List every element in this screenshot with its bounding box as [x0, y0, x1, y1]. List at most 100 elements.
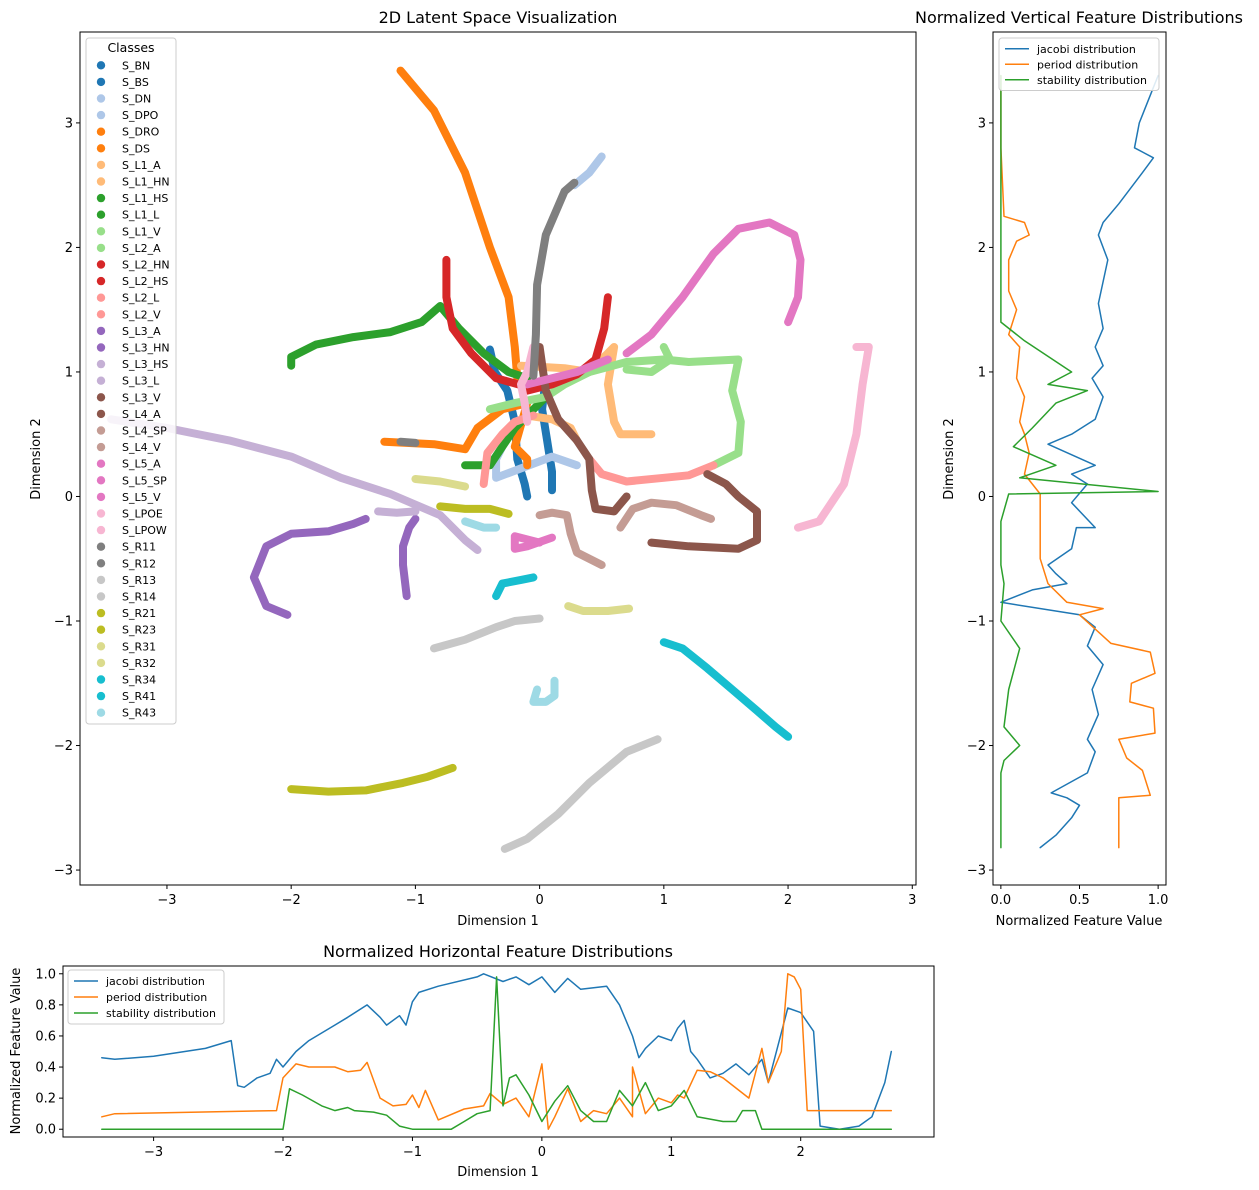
x-tick-label: 1 [667, 1145, 675, 1160]
legend-label-s-l1-v: S_L1_V [122, 225, 161, 238]
x-tick-label: 3 [908, 893, 916, 908]
legend-label-s-l5-sp: S_L5_SP [122, 474, 167, 487]
horizontal-chart-title: Normalized Horizontal Feature Distributi… [323, 942, 673, 961]
y-tick-label: −2 [54, 739, 73, 754]
series-stability-distribution [101, 976, 893, 1130]
legend-marker [96, 691, 106, 701]
legend-marker [96, 658, 106, 668]
series-s-l3-l [374, 507, 420, 517]
legend-marker [96, 559, 106, 568]
legend-label-jacobi-distribution: jacobi distribution [1036, 43, 1136, 56]
vertical-chart-title: Normalized Vertical Feature Distribution… [915, 8, 1243, 27]
series-period-distribution [101, 973, 893, 1130]
main-y-axis-label: Dimension 2 [29, 418, 44, 500]
x-tick-label: 1.0 [1148, 893, 1169, 908]
series-s-l2-l [585, 455, 718, 486]
y-tick-label: −1 [54, 615, 73, 630]
legend-marker [96, 525, 106, 535]
legend-label-s-l2-l: S_L2_L [122, 292, 160, 305]
legend-label-period-distribution: period distribution [1037, 58, 1138, 71]
x-tick-label: 2 [784, 893, 792, 908]
legend-label-s-l1-l: S_L1_L [122, 209, 160, 222]
series-s-l5-v [510, 532, 556, 553]
legend-label-s-r34: S_R34 [122, 674, 156, 687]
horizontal-distribution-panel: −3 −2 −1 0 1 2 0.0 0.2 0.4 0.6 0.8 1.0 Normalized H… [9, 942, 935, 1180]
series-s-l1-hs [287, 302, 532, 383]
vertical-x-axis-label: Normalized Feature Value [996, 914, 1163, 929]
y-tick-label: 0.8 [35, 998, 56, 1013]
legend-marker [96, 227, 106, 236]
legend-label-s-l3-hs: S_L3_HS [122, 358, 168, 371]
legend-marker [96, 193, 106, 203]
legend-label-s-l5-v: S_L5_V [122, 491, 161, 504]
series-s-lpow [517, 343, 538, 426]
legend-marker [96, 708, 106, 717]
legend-label-s-l3-hn: S_L3_HN [122, 342, 170, 355]
legend-label-s-dpo: S_DPO [122, 109, 159, 122]
series-s-l3-hn [399, 514, 420, 601]
horizontal-plot-frame [62, 965, 935, 1138]
legend-marker [96, 61, 106, 70]
vertical-y-axis-label: Dimension 2 [942, 418, 957, 500]
y-tick-label: 1 [65, 365, 73, 380]
legend-marker [96, 642, 106, 651]
legend-marker [96, 310, 106, 319]
series-s-l4-v [535, 508, 606, 569]
y-tick-label: 0 [65, 490, 73, 505]
legend-label-s-l2-hn: S_L2_HN [122, 259, 170, 272]
legend-label-s-r11: S_R11 [122, 541, 156, 554]
series-s-r41 [659, 638, 793, 741]
horizontal-y-axis-label: Normalized Feature Value [9, 968, 24, 1135]
x-tick-label: 0 [538, 1145, 546, 1160]
legend-marker [96, 675, 106, 684]
series-s-lpoe [794, 343, 873, 532]
legend-label-s-bs: S_BS [122, 76, 149, 89]
legend-title: Classes [107, 40, 154, 55]
legend-label-s-lpow: S_LPOW [122, 524, 167, 537]
legend-box [998, 37, 1160, 91]
series-s-r23 [436, 502, 513, 518]
legend-marker [96, 575, 106, 585]
legend-marker [96, 459, 106, 468]
legend-label-s-r31: S_R31 [122, 640, 156, 653]
series-s-dro [396, 66, 522, 383]
x-tick-label: 2 [797, 1145, 805, 1160]
legend-marker [96, 359, 106, 369]
legend-label-s-l1-hs: S_L1_HS [122, 192, 168, 205]
series-s-r13 [430, 614, 544, 653]
y-tick-label: 2 [978, 241, 986, 256]
legend-marker [96, 592, 106, 601]
x-tick-label: 1 [660, 893, 668, 908]
legend-label-stability-distribution: stability distribution [106, 1007, 216, 1020]
y-tick-label: 1 [978, 365, 986, 380]
legend-label-stability-distribution: stability distribution [1037, 74, 1147, 87]
x-tick-label: −3 [144, 1145, 163, 1160]
main-plot-frame [79, 31, 917, 886]
y-tick-label: 0.4 [35, 1061, 56, 1076]
legend-box [85, 37, 177, 725]
series-s-r14 [500, 735, 662, 853]
legend-marker [96, 77, 106, 87]
series-s-dn [570, 152, 606, 190]
series-s-l3-hs [107, 415, 482, 554]
legend-marker [96, 326, 106, 336]
legend-label-s-l2-hs: S_L2_HS [122, 275, 168, 288]
main-chart-title: 2D Latent Space Visualization [379, 8, 618, 27]
x-tick-label: −1 [403, 1145, 422, 1160]
legend-marker [96, 260, 106, 269]
series-s-l2-a [622, 343, 674, 376]
x-tick-label: −2 [282, 893, 301, 908]
legend-box [67, 969, 225, 1025]
y-tick-label: 1.0 [35, 967, 56, 982]
series-s-l4-a [647, 470, 761, 553]
series-s-l2-v [479, 411, 538, 488]
legend-marker [96, 110, 106, 120]
legend-label-s-l3-v: S_L3_V [122, 391, 161, 404]
legend-marker [96, 542, 106, 551]
series-s-l3-a [249, 514, 370, 619]
legend-label-s-l1-hn: S_L1_HN [122, 176, 170, 189]
x-tick-label: 0 [535, 893, 543, 908]
legend-label-s-dro: S_DRO [122, 126, 160, 139]
y-tick-label: 0 [978, 490, 986, 505]
legend-label-s-l4-a: S_L4_A [122, 408, 161, 421]
